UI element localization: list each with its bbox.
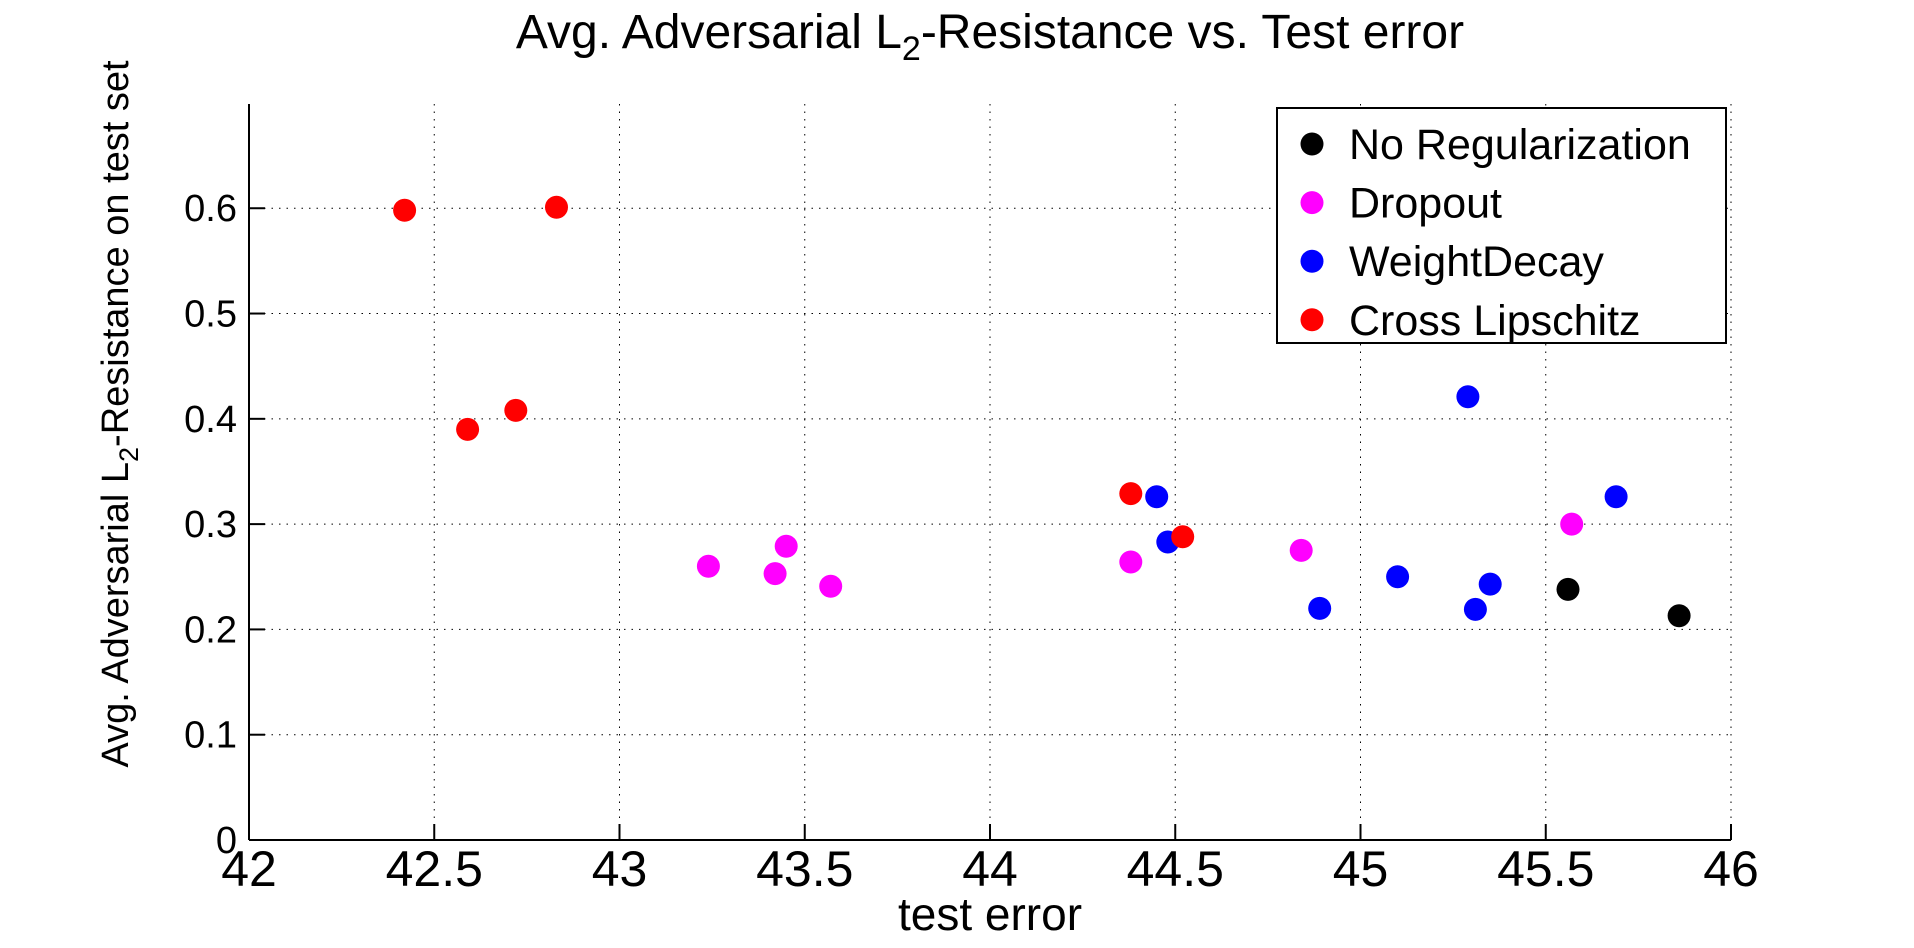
data-point-dropout	[1119, 550, 1143, 574]
data-point-dropout	[1289, 538, 1313, 562]
y-tick-label: 0.1	[184, 715, 237, 757]
y-axis-label-subscript: 2	[114, 447, 144, 462]
x-tick-label: 44.5	[1127, 841, 1224, 897]
y-tick-label: 0.2	[184, 609, 237, 651]
x-tick-label: 45	[1333, 841, 1389, 897]
data-point-weightdecay	[1456, 385, 1480, 409]
legend-label: Cross Lipschitz	[1349, 297, 1641, 345]
data-point-weightdecay	[1604, 485, 1628, 509]
data-point-cross-lipschitz	[1119, 482, 1143, 506]
data-point-no-regularization	[1556, 577, 1580, 601]
data-point-cross-lipschitz	[456, 417, 480, 441]
data-point-weightdecay	[1463, 597, 1487, 621]
data-point-cross-lipschitz	[545, 195, 568, 219]
y-tick-label: 0.4	[184, 399, 237, 441]
data-point-no-regularization	[1667, 604, 1691, 628]
x-axis-label: test error	[898, 888, 1082, 940]
y-axis-label: Avg. Adversarial L2-Resistance on test s…	[95, 60, 144, 768]
y-axis-label-rest: -Resistance on test set	[95, 60, 137, 447]
y-tick-label: 0.6	[184, 188, 237, 230]
data-point-dropout	[696, 554, 720, 578]
x-tick-label: 42	[221, 841, 277, 897]
legend-box	[1276, 107, 1727, 344]
legend-marker-dropout	[1300, 191, 1324, 215]
x-tick-label: 45.5	[1497, 841, 1594, 897]
chart-title-main: Avg. Adversarial L	[516, 6, 902, 59]
legend-marker-weightdecay	[1300, 249, 1324, 273]
data-point-weightdecay	[1386, 565, 1410, 589]
data-point-layer	[393, 195, 1691, 628]
y-tick-label: 0	[216, 820, 237, 862]
x-tick-label: 43.5	[756, 841, 853, 897]
legend: No Regularization Dropout WeightDecay Cross…	[1276, 107, 1727, 345]
x-tick-label: 44	[962, 841, 1018, 897]
chart-title-rest: -Resistance vs. Test error	[921, 6, 1464, 59]
x-tick-label: 42.5	[386, 841, 483, 897]
y-tick-label: 0.5	[184, 294, 237, 336]
legend-label: No Regularization	[1349, 121, 1691, 169]
chart-title-subscript: 2	[902, 30, 921, 68]
data-point-dropout	[774, 534, 798, 558]
chart-title: Avg. Adversarial L2-Resistance vs. Test …	[516, 6, 1464, 68]
data-point-dropout	[763, 562, 787, 586]
data-point-dropout	[819, 574, 843, 598]
y-axis-label-main: Avg. Adversarial L	[95, 462, 137, 768]
legend-marker-cross-lipschitz	[1300, 308, 1324, 332]
data-point-cross-lipschitz	[1171, 525, 1195, 549]
data-point-weightdecay	[1308, 596, 1332, 620]
tick-layer: 42 42.5 43 43.5 44 44.5 45 45.5 46 0 0.1 0.2 0.3 0.4 0…	[184, 188, 1759, 897]
legend-label: Dropout	[1349, 180, 1502, 228]
legend-marker-no-regularization	[1300, 132, 1324, 156]
y-tick-label: 0.3	[184, 504, 237, 546]
data-point-weightdecay	[1145, 485, 1169, 509]
data-point-cross-lipschitz	[393, 198, 417, 222]
legend-label: WeightDecay	[1349, 238, 1604, 286]
x-tick-label: 46	[1703, 841, 1759, 897]
x-tick-label: 43	[592, 841, 648, 897]
data-point-dropout	[1560, 512, 1584, 536]
data-point-weightdecay	[1478, 572, 1502, 596]
data-point-cross-lipschitz	[504, 398, 528, 422]
